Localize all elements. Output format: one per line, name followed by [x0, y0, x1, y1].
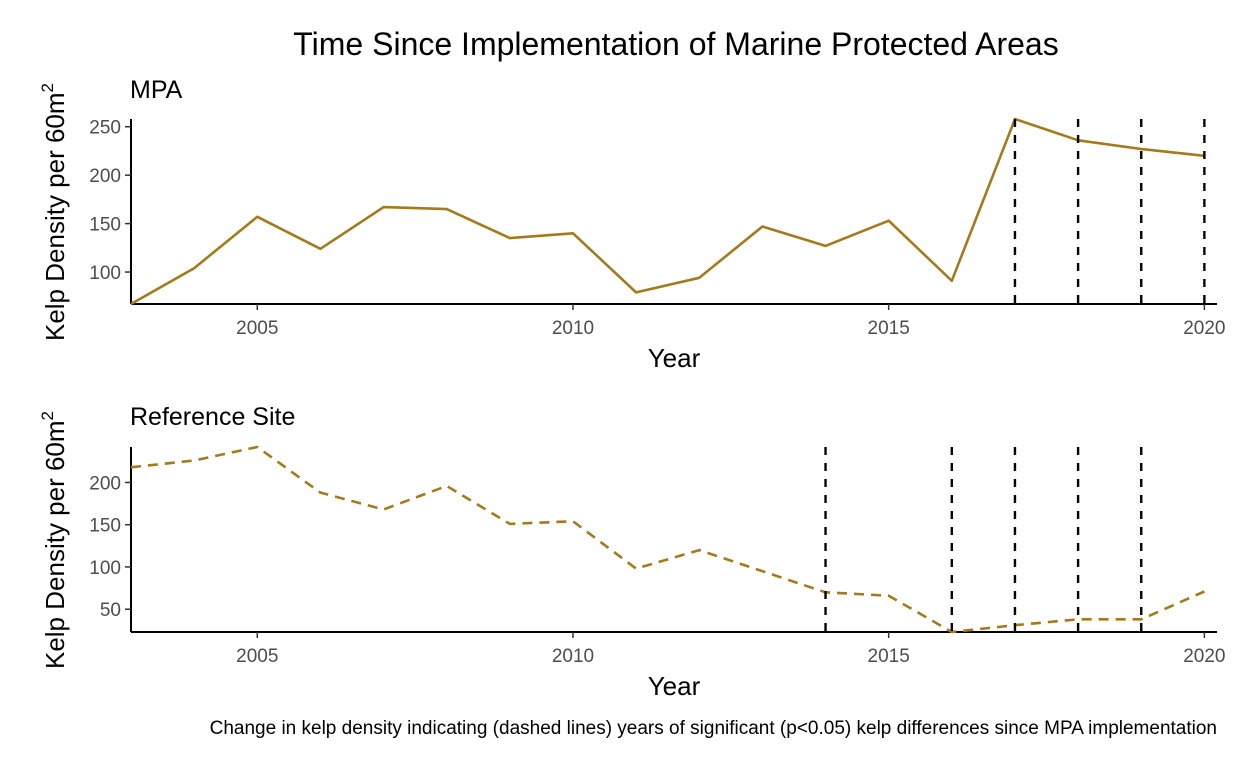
series-line — [130, 445, 1205, 634]
x-tick-label: 2005 — [236, 318, 278, 339]
x-tick-label: 2020 — [1183, 318, 1225, 339]
panel-mpa: MPA Kelp Density per 60m2 Year 100 150 200… — [38, 76, 1226, 373]
plot-area: 100 150 200 250 2005 2010 2015 2020 — [89, 117, 1226, 339]
chart-title: Time Since Implementation of Marine Prot… — [293, 26, 1058, 62]
y-tick-label: 50 — [100, 600, 121, 621]
y-tick-label: 200 — [89, 473, 121, 494]
y-axis-title-text: Kelp Density per 60m — [40, 92, 70, 341]
panel-subtitle: Reference Site — [130, 403, 295, 431]
x-tick-label: 2015 — [868, 318, 910, 339]
x-tick-label: 2005 — [236, 646, 278, 667]
panel-subtitle: MPA — [130, 76, 183, 104]
plot-area: 50 100 150 200 2005 2010 2015 2020 — [89, 445, 1226, 667]
x-axis-title: Year — [648, 343, 701, 373]
y-tick-label: 200 — [89, 166, 121, 187]
x-tick-label: 2010 — [552, 318, 594, 339]
x-tick-label: 2020 — [1183, 646, 1225, 667]
y-axis-title-text: Kelp Density per 60m — [40, 420, 70, 669]
y-axis-title: Kelp Density per 60m2 — [38, 83, 70, 341]
panel-reference-site: Reference Site Kelp Density per 60m2 Yea… — [38, 403, 1226, 701]
y-tick-label: 250 — [89, 118, 121, 139]
y-axis-title-superscript: 2 — [38, 83, 57, 92]
series-line — [130, 117, 1205, 306]
x-tick-label: 2010 — [552, 646, 594, 667]
y-tick-label: 100 — [89, 263, 121, 284]
y-tick-label: 100 — [89, 558, 121, 579]
y-tick-label: 150 — [89, 516, 121, 537]
x-axis-title: Year — [648, 671, 701, 701]
chart-caption: Change in kelp density indicating (dashe… — [210, 718, 1217, 739]
x-tick-label: 2015 — [868, 646, 910, 667]
y-tick-label: 150 — [89, 215, 121, 236]
y-axis-title: Kelp Density per 60m2 — [38, 411, 70, 669]
y-axis-title-superscript: 2 — [38, 411, 57, 420]
